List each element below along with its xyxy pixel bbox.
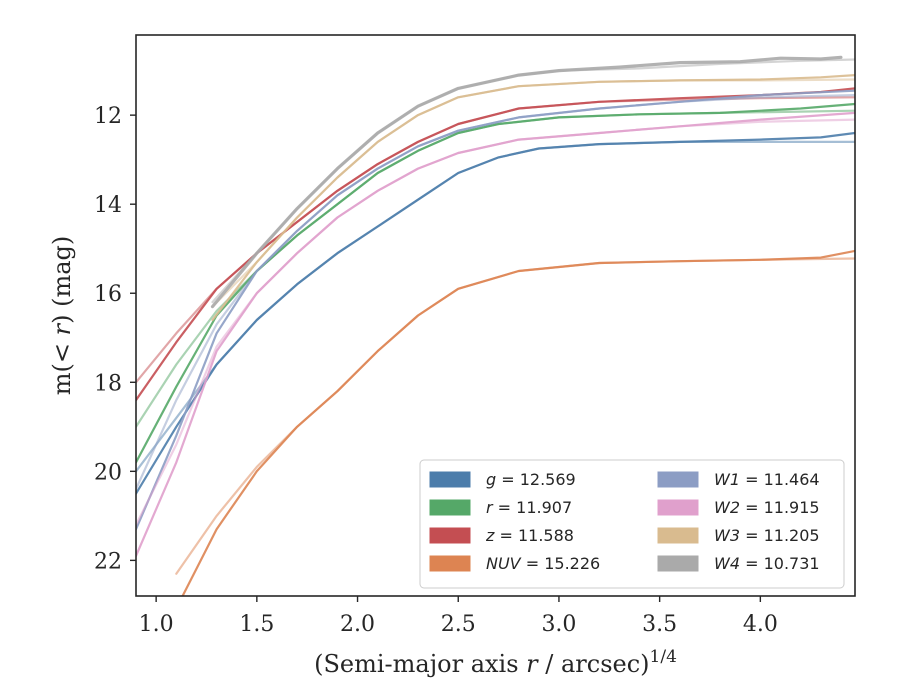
series-z-curve — [136, 87, 855, 402]
curves — [136, 55, 855, 596]
x-tick-label: 3.0 — [541, 612, 576, 637]
tick-marks — [130, 114, 762, 602]
legend-label-w3: W3 = 11.205 — [714, 526, 820, 545]
y-tick-label: 22 — [94, 549, 122, 574]
legend-swatch-nuv — [429, 555, 471, 572]
x-tick-label: 3.5 — [642, 612, 677, 637]
y-tick-label: 20 — [94, 460, 122, 485]
series-r-curve — [136, 102, 855, 464]
legend-swatch-w4 — [657, 555, 699, 572]
y-tick-labels: 12 14 16 18 20 22 — [94, 104, 122, 574]
legend: g = 12.569 r = 11.907 z = 11.588 NUV = 15.2… — [419, 459, 845, 589]
series-w1-curve — [136, 89, 855, 531]
legend-swatch-g — [429, 471, 471, 488]
series-w2-curve — [136, 111, 855, 557]
legend-swatch-w3 — [657, 527, 699, 544]
x-tick-label: 1.0 — [139, 612, 174, 637]
x-tick-label: 2.0 — [340, 612, 375, 637]
legend-box — [419, 459, 845, 589]
x-tick-label: 1.5 — [239, 612, 274, 637]
x-axis-label: (Semi-major axis r / arcsec)1/4 — [314, 647, 677, 678]
y-tick-label: 12 — [94, 104, 122, 129]
legend-label-g: g = 12.569 — [486, 470, 576, 489]
series-g-model-curve — [136, 140, 855, 473]
y-tick-label: 16 — [94, 282, 122, 307]
legend-swatch-w2 — [657, 499, 699, 516]
y-axis-label: m(< r) (mag) — [48, 236, 76, 396]
legend-label-nuv: NUV = 15.226 — [486, 554, 600, 573]
y-tick-label: 14 — [94, 193, 122, 218]
legend-label-w4: W4 = 10.731 — [714, 554, 820, 573]
series-nuv-curve — [181, 249, 855, 596]
x-tick-label: 4.0 — [743, 612, 778, 637]
legend-swatch-z — [429, 527, 471, 544]
series-w3-model-curve — [211, 78, 855, 308]
x-tick-labels: 1.0 1.5 2.0 2.5 3.0 3.5 4.0 — [139, 612, 778, 637]
plot-frame — [135, 34, 856, 597]
legend-label-w2: W2 = 11.915 — [714, 498, 820, 517]
legend-swatch-r — [429, 499, 471, 516]
legend-label-z: z = 11.588 — [485, 526, 574, 545]
x-tick-label: 2.5 — [441, 612, 476, 637]
legend-swatch-w1 — [657, 471, 699, 488]
series-g-curve — [136, 131, 855, 495]
series-w3-curve — [211, 74, 855, 322]
legend-label-w1: W1 = 11.464 — [714, 470, 820, 489]
legend-label-r: r = 11.907 — [486, 498, 572, 517]
series-w4-curve — [210, 55, 843, 309]
y-tick-label: 18 — [94, 371, 122, 396]
